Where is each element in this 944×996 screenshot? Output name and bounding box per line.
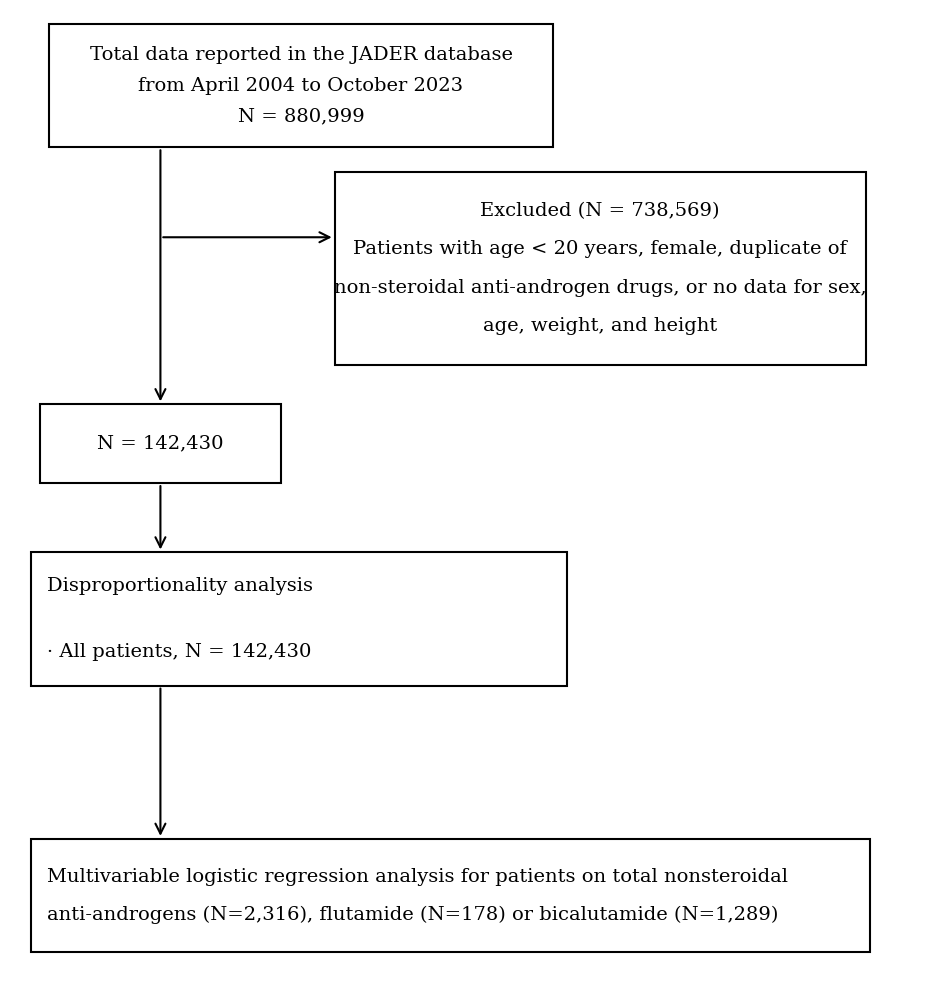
Text: Disproportionality analysis: Disproportionality analysis [47,577,312,595]
Text: non-steroidal anti-androgen drugs, or no data for sex,: non-steroidal anti-androgen drugs, or no… [333,279,866,297]
Text: from April 2004 to October 2023: from April 2004 to October 2023 [139,77,464,95]
Text: · All patients, N = 142,430: · All patients, N = 142,430 [47,643,312,661]
Text: Total data reported in the JADER database: Total data reported in the JADER databas… [90,46,512,64]
FancyBboxPatch shape [31,553,566,685]
Text: N = 142,430: N = 142,430 [97,434,224,452]
FancyBboxPatch shape [31,839,869,952]
FancyBboxPatch shape [334,172,865,365]
Text: Excluded (N = 738,569): Excluded (N = 738,569) [480,201,719,219]
FancyBboxPatch shape [49,24,552,147]
FancyBboxPatch shape [40,404,280,483]
Text: N = 880,999: N = 880,999 [238,108,364,125]
Text: age, weight, and height: age, weight, and height [482,317,716,335]
Text: anti-androgens (N=2,316), flutamide (N=178) or bicalutamide (N=1,289): anti-androgens (N=2,316), flutamide (N=1… [47,905,778,923]
Text: Multivariable logistic regression analysis for patients on total nonsteroidal: Multivariable logistic regression analys… [47,868,787,885]
Text: Patients with age < 20 years, female, duplicate of: Patients with age < 20 years, female, du… [353,240,846,258]
